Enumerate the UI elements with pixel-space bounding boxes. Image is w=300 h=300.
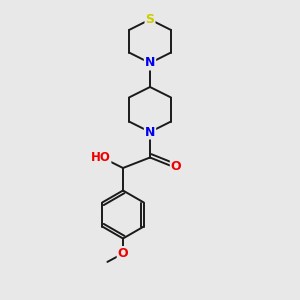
Text: S: S — [146, 13, 154, 26]
Text: HO: HO — [91, 151, 110, 164]
Text: N: N — [145, 125, 155, 139]
Text: O: O — [171, 160, 182, 173]
Text: N: N — [145, 56, 155, 70]
Text: O: O — [118, 247, 128, 260]
